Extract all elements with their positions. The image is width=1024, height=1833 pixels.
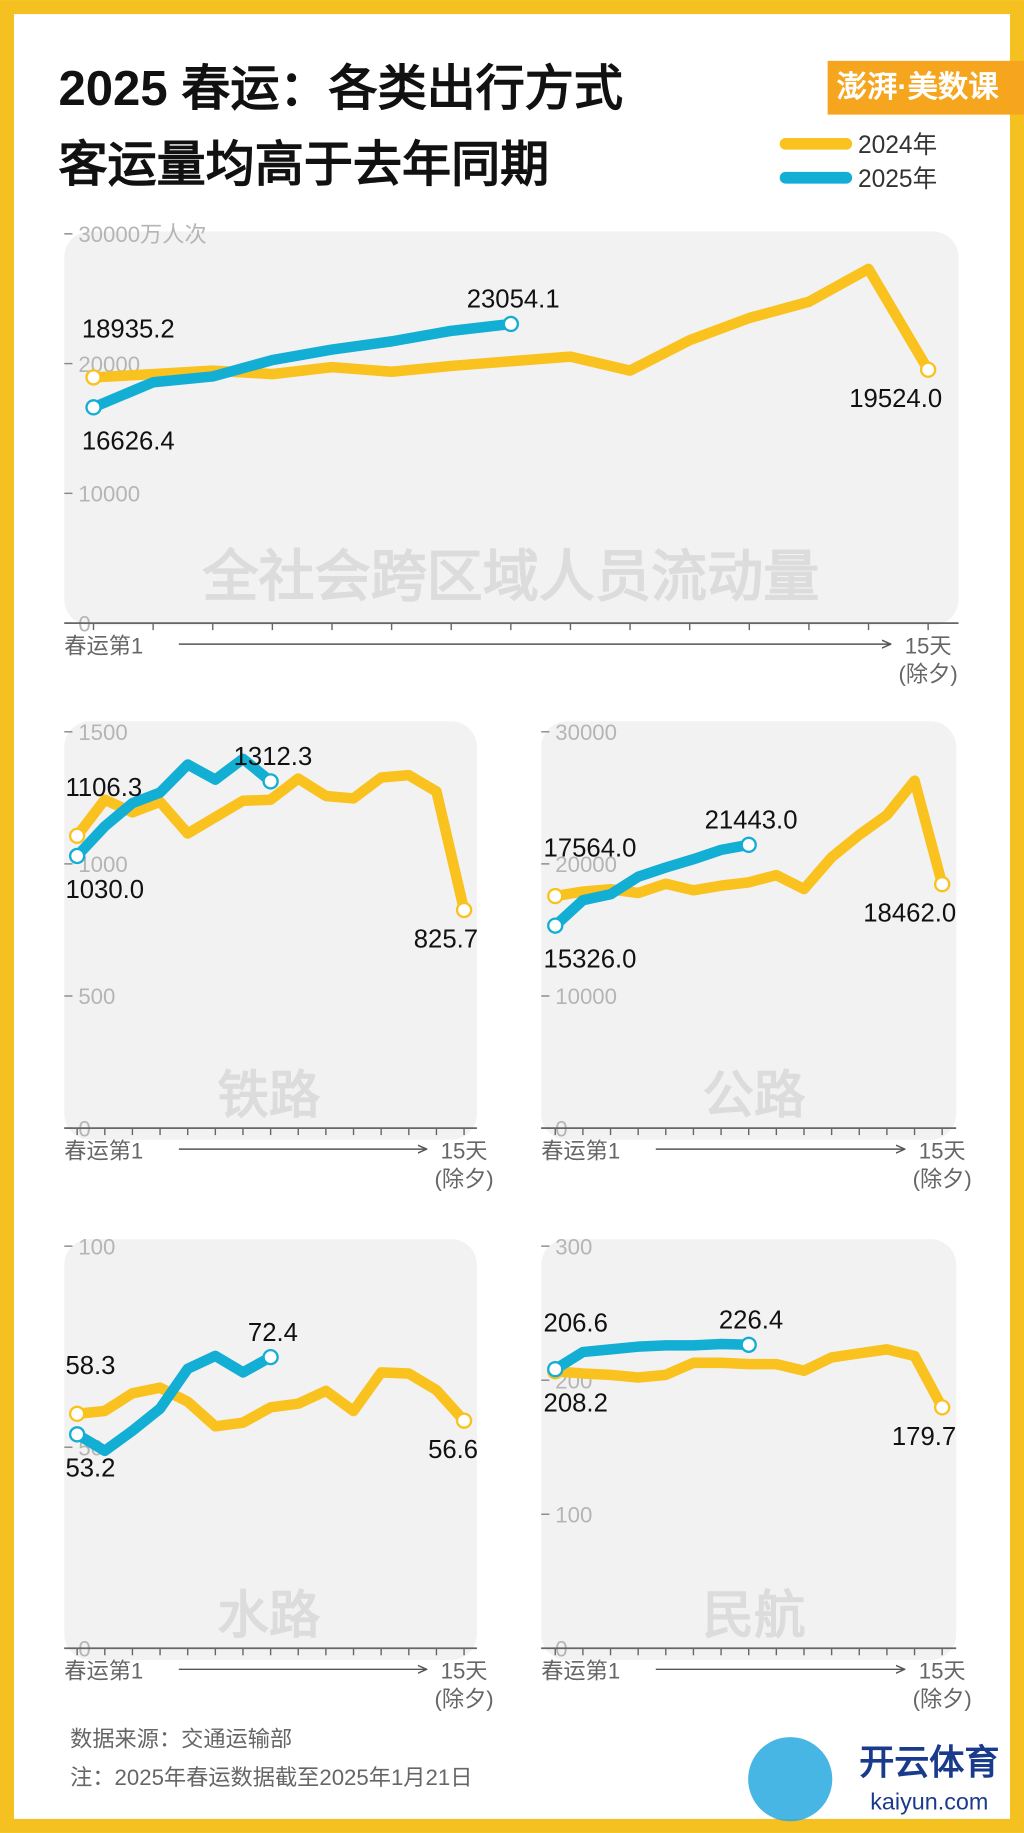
data-label: 1106.3 [65,774,142,802]
watermark-url: kaiyun.com [870,1789,988,1815]
chart-annotation: 水路 [217,1586,320,1644]
x-tick-label: 15天(除夕) [913,1138,972,1191]
plot-background [64,231,959,626]
title: 2025 春运：各类出行方式 [58,62,623,116]
data-label: 18935.2 [82,316,175,344]
data-label: 1312.3 [234,743,313,771]
source: 数据来源：交通运输部 [70,1726,292,1751]
data-label: 1030.0 [65,876,144,904]
series-line [549,1344,948,1413]
point-marker [68,1405,86,1423]
chart-annotation: 全社会跨区域人员流动量 [201,545,819,608]
point-marker [740,1336,757,1353]
x-tick-label: 春运第1 [64,1659,143,1684]
y-tick-label: 30000万人次 [78,222,206,247]
x-tick-label: 15天(除夕) [913,1659,972,1712]
chart-annotation: 公路 [703,1066,806,1124]
series-line [71,1367,470,1432]
legend-label: 2024年 [858,131,937,159]
y-tick-label: 1500 [78,720,127,745]
series-line [71,1350,276,1457]
series-line [71,769,470,916]
point-marker [85,369,102,386]
y-tick-label: 30000 [555,720,617,745]
logo: 澎湃·美数课 [837,69,1000,104]
y-tick-label: 500 [78,984,115,1009]
y-tick-label: 10000 [555,984,617,1009]
point-marker [547,917,564,934]
data-label: 23054.1 [467,286,560,314]
series-line [549,1338,754,1375]
x-tick-label: 春运第1 [541,1659,620,1684]
series-line [88,318,517,413]
legend-label: 2025年 [858,165,937,193]
data-label: 53.2 [65,1454,115,1482]
y-tick-label: 100 [78,1234,115,1259]
x-tick-label: 春运第1 [64,633,143,658]
y-tick-label: 300 [555,1234,592,1259]
data-label: 226.4 [719,1306,783,1334]
series-line [71,753,276,862]
plot-background [64,721,477,1140]
data-label: 825.7 [414,925,478,953]
y-tick-label: 10000 [78,482,140,507]
y-tick-label: 100 [555,1502,592,1527]
charts: 全社会跨区域人员流动量0100002000030000万人次春运第115天(除夕… [64,222,972,1712]
series-line [549,839,754,931]
data-label: 179.7 [892,1423,956,1451]
x-tick-label: 春运第1 [64,1138,143,1163]
point-marker [933,876,951,893]
data-label: 19524.0 [849,385,942,413]
x-tick-label: 15天(除夕) [434,1138,493,1191]
data-label: 17564.0 [544,834,637,862]
point-marker [262,773,279,790]
data-label: 21443.0 [705,806,798,834]
watermark-name: 开云体育 [859,1744,999,1783]
point-marker [455,901,473,919]
watermark-icon [748,1737,833,1822]
point-marker [547,1361,564,1378]
point-marker [85,399,102,416]
y-tick-label: 20000 [555,852,617,877]
x-tick-label: 15天(除夕) [899,633,958,686]
point-marker [502,315,520,333]
point-marker [68,1426,86,1443]
chart-annotation: 铁路 [217,1066,320,1124]
point-marker [933,1399,951,1416]
point-marker [740,836,757,854]
logo-box [827,60,1024,115]
point-marker [68,847,86,865]
x-tick-label: 春运第1 [541,1138,620,1163]
data-label: 56.6 [428,1436,478,1464]
data-label: 16626.4 [82,427,175,455]
data-label: 58.3 [65,1352,115,1380]
point-marker [68,827,86,844]
data-label: 208.2 [544,1389,608,1417]
point-marker [919,361,937,378]
point-marker [455,1412,473,1429]
y-tick-label: 1000 [78,852,127,877]
plot-background [541,721,957,1140]
title: 客运量均高于去年同期 [58,138,549,192]
x-tick-label: 15天(除夕) [434,1659,493,1712]
note: 注：2025年春运数据截至2025年1月21日 [70,1765,472,1790]
chart-annotation: 民航 [703,1586,806,1644]
data-label: 206.6 [544,1310,608,1338]
point-marker [547,887,564,905]
data-label: 18462.0 [863,900,956,928]
data-label: 15326.0 [544,946,637,974]
plot-background [64,1239,477,1660]
data-label: 72.4 [248,1319,298,1347]
point-marker [262,1348,279,1366]
